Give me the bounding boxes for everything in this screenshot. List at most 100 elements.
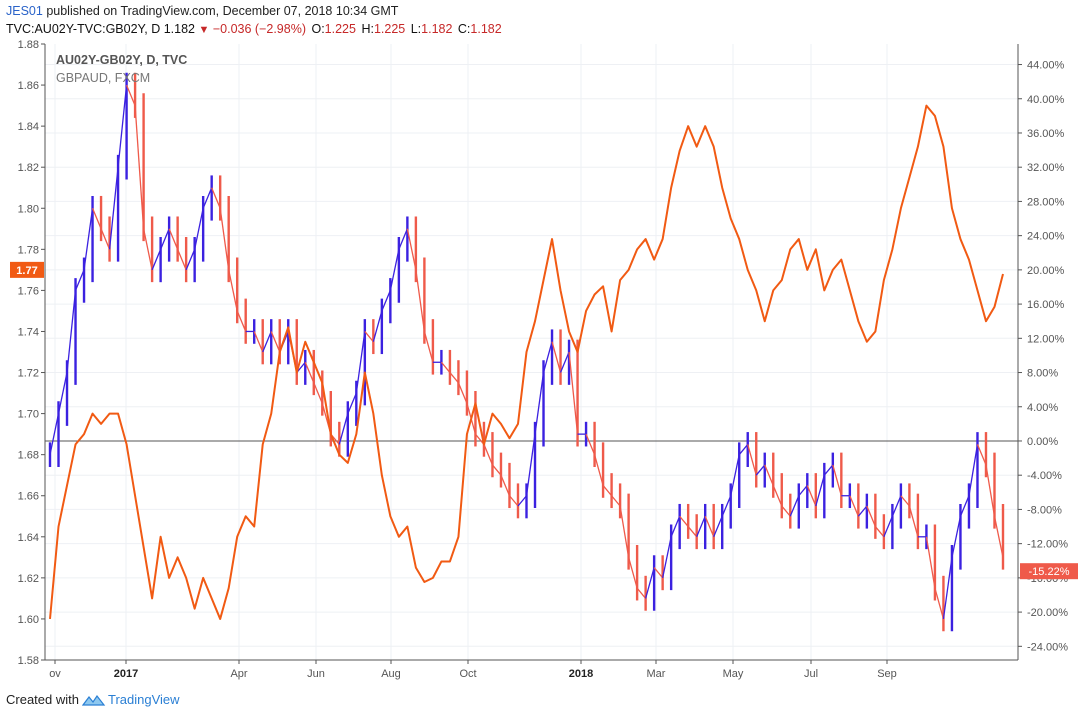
price-change: −0.036 (−2.98%) [212,22,306,36]
author-link[interactable]: JES01 [6,4,43,18]
price-bar-link [142,228,153,270]
price-bar-link [117,84,128,168]
price-bar-link [91,208,102,230]
series-bars [48,72,1005,632]
price-bar-link [908,505,919,537]
left-last-label: 1.77 [16,265,37,277]
price-bar-link [696,516,706,538]
price-bar-link [355,331,366,394]
left-tick-label: 1.58 [18,655,39,667]
price-bar-link [976,444,987,466]
price-bar-link [57,372,68,414]
price-bar-link [177,249,187,271]
price-bar-link [670,516,681,538]
price-bar-link [542,341,553,373]
price-bar-link [219,208,230,270]
price-bar-link [491,464,502,476]
left-tick-label: 1.84 [18,121,39,133]
price-bar-link [619,505,630,558]
grid-lines [45,44,1018,660]
price-bar-link [662,536,672,578]
right-tick-label: -12.00% [1027,539,1068,551]
price-bar-link [738,443,749,456]
left-tick-label: 1.66 [18,491,39,503]
price-bar-link [406,228,417,270]
price-bar-link [66,290,77,373]
price-bar-link [228,269,238,312]
left-tick-label: 1.78 [18,244,39,256]
price-bar-link [713,516,723,538]
series-line [49,104,1004,620]
left-tick-label: 1.86 [18,80,39,92]
price-bar-link [593,454,604,486]
x-tick-label: May [723,668,744,680]
right-tick-label: 20.00% [1027,265,1065,277]
price-bar-link [500,474,511,496]
right-tick-label: 28.00% [1027,196,1065,208]
price-bar-link [968,444,979,496]
price-bar-link [849,495,859,517]
legend-series-2[interactable]: GBPAUD, FXCM [56,71,151,85]
low-value: 1.182 [421,22,453,36]
x-tick-label: Oct [459,668,476,680]
left-tick-label: 1.80 [18,203,39,215]
created-with-text: Created with [6,692,79,707]
x-tick-label: 2017 [114,668,138,680]
price-bar-link [806,485,817,507]
price-bar-link [679,515,689,527]
price-bar-link [202,187,213,209]
price-bar-link [125,84,136,106]
price-bar-link [474,433,485,445]
price-bar-link [185,249,196,271]
brand-name[interactable]: TradingView [107,692,180,707]
price-bar-link [100,228,111,250]
price-bar-link [747,444,757,476]
left-tick-label: 1.88 [18,39,39,51]
price-bar-link [423,331,434,363]
price-bar-link [730,454,740,496]
price-bar-link [151,249,162,271]
right-tick-label: 24.00% [1027,231,1065,243]
price-bar-link [108,167,119,250]
left-tick-label: 1.72 [18,368,39,380]
price-bar-link [517,495,528,507]
low-label: L: [410,22,422,36]
price-bar-link [313,382,323,404]
price-bar-link [627,557,638,589]
price-bar-link [585,433,596,455]
price-bar-link [483,444,494,466]
left-tick-label: 1.68 [18,450,39,462]
price-bar-link [568,351,579,435]
price-bar-link [985,464,996,517]
price-bar-link [764,464,774,486]
price-bar-link [457,382,468,404]
publish-info: JES01 published on TradingView.com, Dece… [6,4,398,18]
right-tick-label: 16.00% [1027,299,1065,311]
price-bar-link [372,310,383,342]
price-bar-link [883,516,893,538]
price-bar-link [304,362,315,384]
price-bar-link [253,331,264,353]
open-label: O: [311,22,325,36]
right-tick-label: 12.00% [1027,333,1065,345]
price-bar-link [653,567,664,579]
price-bar-link [959,495,970,517]
price-bar-link [415,269,426,332]
price-bar-link [262,331,272,353]
left-tick-label: 1.76 [18,285,39,297]
right-tick-label: 40.00% [1027,94,1065,106]
price-bar-link [440,361,451,373]
price-bar-link [364,331,374,343]
legend-series-1[interactable]: AU02Y-GB02Y, D, TVC [56,53,188,67]
price-bar-link [687,526,698,538]
price-bar-link [338,413,349,445]
open-value: 1.225 [324,22,356,36]
price-bar-link [798,485,808,497]
left-tick-label: 1.70 [18,409,39,421]
price-bar-link [602,485,613,497]
price-bar-link [789,495,800,517]
right-tick-label: 8.00% [1027,368,1058,380]
high-label: H: [361,22,374,36]
close-value: 1.182 [470,22,502,36]
